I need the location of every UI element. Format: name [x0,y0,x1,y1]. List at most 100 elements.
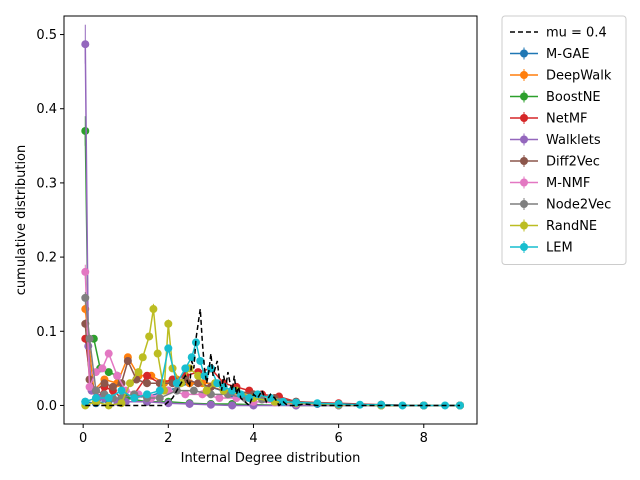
data-point [228,386,237,395]
data-point [187,353,196,362]
legend-marker [520,71,528,79]
data-point [130,394,139,403]
y-axis-label: cumulative distribution [14,145,29,295]
legend-marker [520,49,528,58]
x-tick-label: 0 [79,431,87,446]
data-point [91,394,100,403]
data-point [206,400,215,409]
data-point [419,401,428,410]
data-point [266,394,275,403]
data-point [194,371,203,380]
data-point [334,399,343,408]
data-point [104,394,113,403]
data-point [81,397,90,406]
data-point [213,379,222,388]
data-point [155,386,164,395]
data-point [85,382,94,391]
legend-marker [520,135,528,144]
legend-label: Node2Vec [546,198,611,213]
data-point [143,390,152,399]
y-tick-label: 0.2 [36,251,57,266]
data-point [164,344,173,353]
data-point [228,401,237,410]
data-point [98,364,107,373]
data-point [117,386,126,395]
data-point [81,267,90,276]
data-point [194,379,203,388]
data-point [202,386,211,395]
y-tick-label: 0.1 [36,325,57,340]
legend-item: Node2Vec [510,198,611,213]
legend-label: Diff2Vec [546,155,600,170]
legend-label: RandNE [546,219,597,234]
y-tick-label: 0.3 [36,176,57,191]
data-point [81,293,90,302]
x-tick-label: 6 [334,431,342,446]
legend-label: Walklets [546,133,601,148]
legend-marker [520,243,528,251]
y-tick-label: 0.4 [36,102,57,117]
data-point [85,334,94,343]
data-point [149,305,158,314]
series-lem [81,338,464,410]
legend-item: mu = 0.4 [510,26,607,41]
data-point [134,368,143,377]
x-tick-label: 8 [420,431,428,446]
data-point [155,394,164,403]
data-point [138,353,147,362]
data-point [104,401,113,410]
legend-item: BoostNE [510,90,601,105]
data-point [355,400,364,409]
legend-item: Diff2Vec [510,155,600,170]
plot-marks [81,24,464,410]
legend-label: mu = 0.4 [546,26,607,41]
data-point [91,386,100,395]
data-point [164,319,173,328]
data-point [125,379,134,388]
data-point [81,40,90,49]
data-point [164,399,173,408]
data-point [215,394,224,403]
data-point [153,349,162,358]
data-point [236,390,245,399]
data-point [189,386,198,395]
data-point [143,379,152,388]
legend-marker [520,200,528,208]
legend-label: LEM [546,241,573,256]
data-point [104,368,113,377]
data-point [181,390,190,399]
series-line [84,44,460,407]
legend-marker [520,221,528,230]
data-point [81,126,90,135]
x-axis-label: Internal Degree distribution [181,451,361,466]
legend-marker [520,157,528,165]
legend-item: Walklets [510,133,601,148]
legend-box [501,15,627,265]
legend-label: M-NMF [546,176,590,191]
legend-label: BoostNE [546,90,601,105]
legend-item: NetMF [510,112,588,127]
data-point [123,356,132,365]
legend-label: NetMF [546,112,588,127]
data-point [143,371,152,380]
legend-item: RandNE [510,219,597,234]
series-walklets [81,24,464,410]
legend-marker [520,178,528,187]
data-point [145,332,154,341]
legend-label: M-GAE [546,47,590,62]
legend-label: DeepWalk [546,69,612,84]
reference-line [85,308,460,407]
legend: mu = 0.4 M-GAE DeepWalk BoostNE NetMF Walklet… [501,15,627,265]
series-boostne [81,116,464,410]
series-line [84,297,460,407]
data-point [100,379,109,388]
legend-marker [520,92,528,101]
legend-item: LEM [510,241,573,256]
data-point [113,371,122,380]
data-point [185,399,194,408]
legend-item: DeepWalk [510,69,612,84]
data-point [245,394,254,403]
data-point [108,382,117,391]
data-point [181,364,190,373]
